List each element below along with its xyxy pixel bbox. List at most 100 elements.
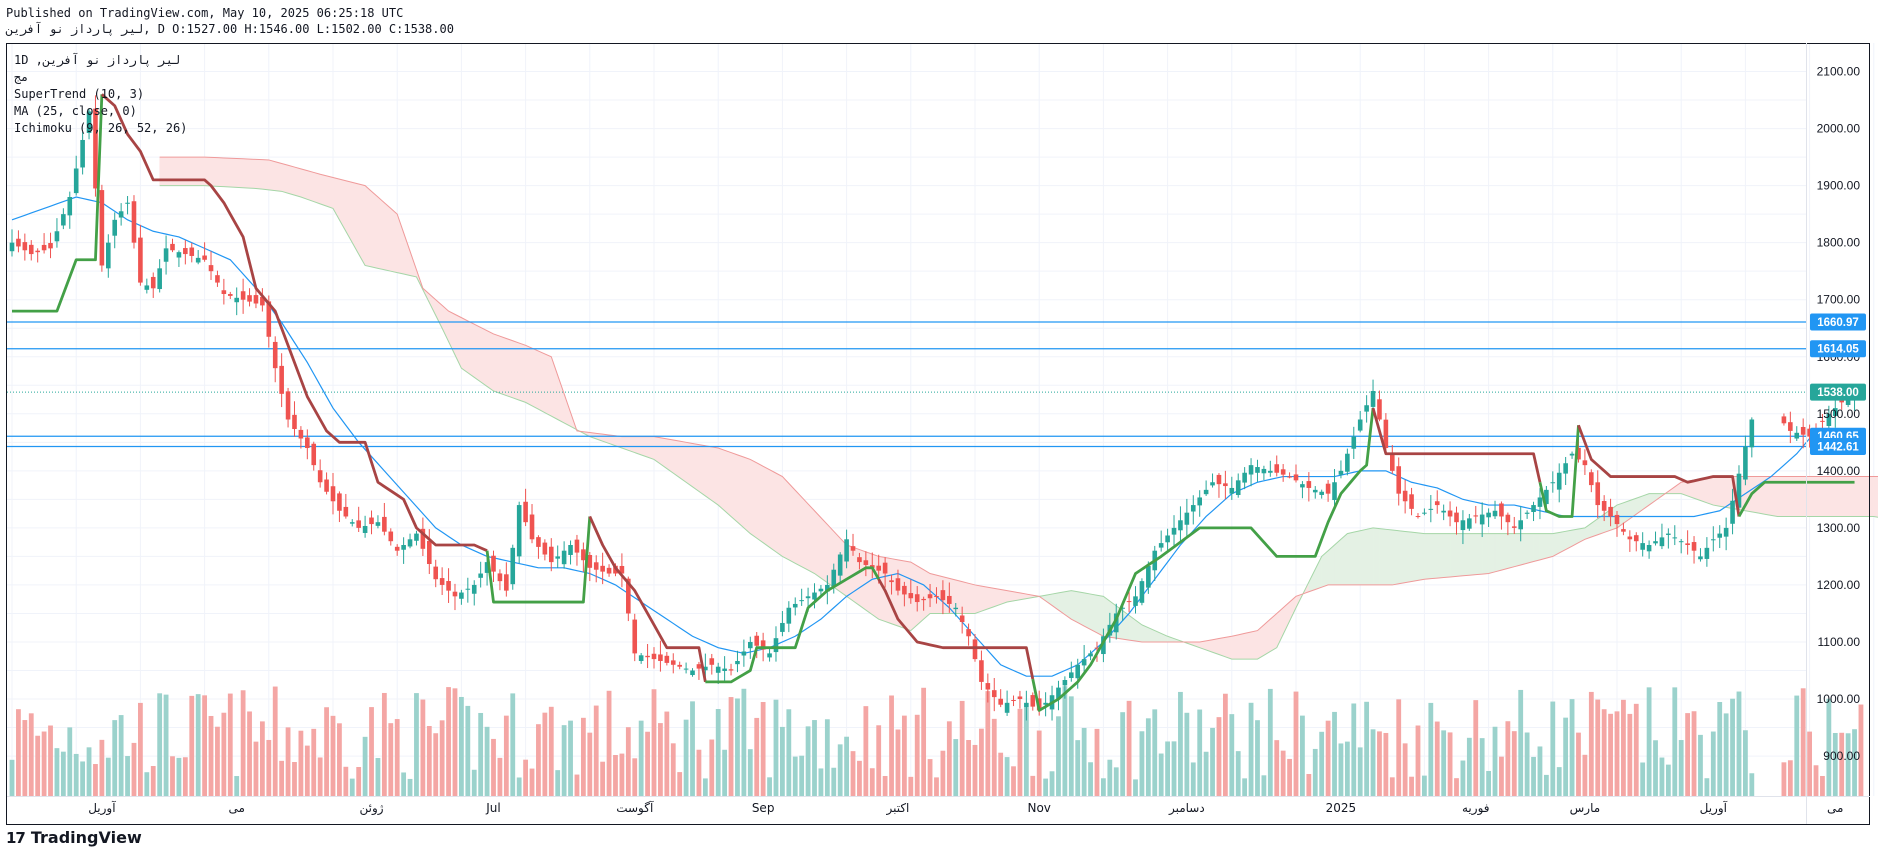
candle (1832, 399, 1838, 428)
cloud-segment (1135, 619, 1143, 643)
cloud-segment (172, 156, 180, 186)
candle-body (349, 522, 355, 524)
volume-bar (478, 712, 484, 796)
volume-bar (1672, 687, 1678, 796)
candle-body (863, 560, 869, 565)
candle (1691, 536, 1697, 564)
horizontal-levels[interactable] (7, 321, 1806, 448)
candle-body (183, 248, 188, 255)
candle (934, 587, 939, 604)
candle (356, 506, 361, 533)
candle-body (1434, 501, 1440, 506)
candle (638, 653, 644, 664)
volume-bar (1486, 770, 1491, 796)
volume-bar (876, 725, 882, 796)
candle-body (189, 247, 195, 256)
candle (93, 95, 98, 197)
candle (542, 539, 548, 561)
time-tick-label: می (228, 801, 244, 815)
candle (183, 240, 188, 265)
candle (1723, 517, 1729, 551)
candle (1287, 472, 1292, 479)
candle-body (138, 237, 143, 283)
candle-body (825, 584, 830, 592)
candle-body (1807, 428, 1812, 437)
volume-bar (381, 692, 387, 796)
volume-bar (138, 702, 143, 796)
volume-bar (542, 712, 548, 796)
volume-bar (1235, 751, 1241, 796)
candle (1589, 469, 1594, 493)
candle-body (54, 231, 60, 242)
volume-bars (9, 686, 1864, 796)
volume-bar (1030, 775, 1036, 796)
volume-bar (1556, 767, 1562, 796)
candle-body (895, 578, 901, 591)
price-tick-label: 1900.00 (1817, 179, 1861, 193)
time-axis[interactable]: آوریل می ژوئن Jul آگوست Sep اکتبر Nov دسامبر 2025… (88, 800, 1843, 816)
candle (1582, 449, 1588, 475)
price-tag-text: 1442.61 (1817, 442, 1859, 454)
moving-average (11, 196, 1817, 677)
volume-bar (1524, 732, 1530, 796)
candle (683, 662, 689, 674)
cloud-segment (750, 459, 757, 539)
volume-bar (715, 709, 721, 796)
cloud-segment (1860, 476, 1868, 517)
volume-bar (253, 741, 259, 796)
candle (67, 191, 73, 229)
legend-ma[interactable]: MA (25, close, 0) (14, 104, 137, 118)
last-price-tag: 1538.00 (1810, 383, 1866, 401)
candle-body (1582, 460, 1588, 466)
cloud-segment (1520, 533, 1528, 566)
candle (1017, 690, 1023, 709)
volume-bar (1832, 732, 1838, 796)
candle (1781, 413, 1787, 426)
candle-body (882, 562, 888, 574)
candle (1396, 457, 1402, 506)
candle (1422, 508, 1427, 516)
candle (61, 208, 66, 230)
legend-ichimoku[interactable]: Ichimoku (9, 26, 52, 26) (14, 121, 188, 135)
time-tick-label: دسامبر (1168, 801, 1205, 816)
candle (48, 232, 53, 259)
volume-bar (1287, 758, 1292, 796)
level-price-tag: 1614.05 (1810, 340, 1866, 358)
candle (914, 586, 920, 612)
volume-bar (459, 696, 464, 796)
volume-bar (1280, 750, 1286, 796)
volume-bar (1068, 696, 1074, 796)
candle-body (1345, 453, 1350, 472)
volume-bar (330, 715, 336, 796)
volume-bar (1075, 740, 1081, 796)
candle (1653, 531, 1658, 546)
candle-body (1190, 505, 1196, 512)
candle (658, 640, 663, 672)
price-axis[interactable]: 900.00 1000.00 1100.00 1200.00 1300.00 1400.0… (1817, 65, 1861, 764)
tradingview-brand[interactable]: 17 TradingView (6, 828, 142, 847)
volume-bar (818, 768, 824, 796)
candle-body (1030, 695, 1036, 707)
candle-body (28, 244, 34, 255)
candle-body (1486, 512, 1491, 518)
cloud-segment (634, 436, 642, 456)
candle-body (1826, 413, 1832, 426)
legend-supertrend[interactable]: SuperTrend (10, 3) (14, 87, 145, 101)
candle (118, 203, 124, 226)
candle (1820, 413, 1825, 430)
candle-body (953, 607, 959, 610)
candle-body (831, 569, 837, 587)
volume-bar (1717, 702, 1723, 796)
candle-body (330, 486, 336, 502)
candle (439, 567, 445, 595)
cloud-segment (518, 342, 526, 403)
candle (362, 515, 368, 538)
volume-bar (536, 724, 541, 796)
legend-symbol[interactable]: 1D ,لیر پارداز نو آفرین (14, 53, 181, 67)
candle-body (1017, 696, 1023, 700)
time-tick-label: Sep (752, 801, 775, 815)
candle (902, 581, 907, 607)
volume-bar (401, 772, 407, 796)
volume-bar (118, 715, 124, 796)
